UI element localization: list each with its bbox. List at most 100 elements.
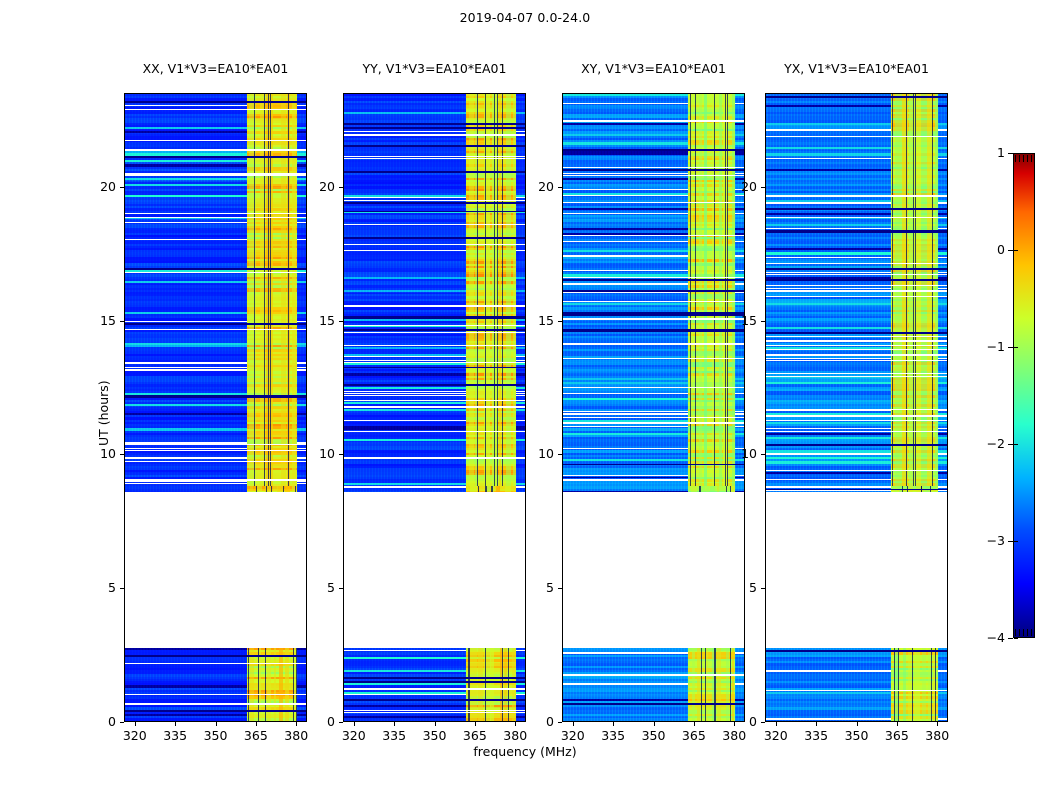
rfi-subband [249, 94, 256, 487]
rfi-scan-row [466, 186, 516, 189]
bright-scan-streak [344, 347, 525, 350]
scan-row [344, 138, 525, 141]
waterfall-panel-xy[interactable] [562, 93, 745, 722]
scan-row [563, 248, 744, 251]
scan-row [766, 245, 947, 249]
flagged-scan [766, 256, 947, 258]
flagged-scan [125, 109, 306, 111]
y-axis-tick [761, 321, 765, 322]
scan-row [344, 179, 525, 183]
flagged-scan [766, 272, 947, 274]
scan-row [563, 366, 744, 370]
rfi-scan-row [466, 443, 516, 447]
scan-row [766, 314, 947, 317]
flagged-scan [344, 694, 525, 696]
scan-row [563, 472, 744, 475]
scan-row [125, 351, 306, 354]
low-amplitude-scan [344, 681, 525, 684]
flagged-scan [344, 419, 525, 421]
rfi-scan-row [466, 307, 516, 310]
scan-row [125, 190, 306, 194]
rfi-scan-row [466, 309, 516, 313]
flagged-scan [344, 243, 525, 245]
scan-row [344, 270, 525, 273]
bright-scan-streak [344, 692, 525, 695]
scan-row [344, 441, 525, 445]
x-axis-tick [857, 722, 858, 726]
scan-row [766, 349, 947, 352]
waterfall-panel-yx[interactable] [765, 93, 948, 722]
scan-row [563, 457, 744, 460]
scan-row [766, 395, 947, 398]
colorbar-tick [1008, 347, 1013, 348]
scan-row [766, 322, 947, 326]
rfi-scan-row [247, 705, 297, 708]
rfi-subband [277, 486, 285, 493]
rfi-scan-row [466, 417, 516, 420]
rfi-scan-row [466, 336, 516, 339]
low-amplitude-scan [563, 314, 744, 317]
scan-row [344, 105, 525, 108]
low-amplitude-scan [125, 413, 306, 415]
waterfall-panel-xx[interactable] [124, 93, 307, 722]
rfi-subband [291, 486, 297, 493]
bright-scan-streak [344, 439, 525, 442]
scan-row [125, 186, 306, 189]
scan-row [563, 470, 744, 473]
colorbar-tick [1008, 638, 1013, 639]
waterfall-panel-yy[interactable] [343, 93, 526, 722]
scan-row [563, 362, 744, 365]
low-amplitude-scan [563, 698, 744, 701]
scan-row [766, 111, 947, 115]
scan-row [125, 107, 306, 110]
x-axis-tick-label: 365 [884, 728, 909, 743]
scan-row [344, 320, 525, 324]
flagged-scan [766, 274, 947, 276]
scan-row [563, 672, 744, 675]
scan-row [344, 223, 525, 227]
rfi-scan-row [247, 676, 297, 680]
rfi-scan-row [466, 353, 516, 357]
rfi-scan-row [688, 654, 735, 658]
scan-row [125, 256, 306, 260]
scan-row [563, 210, 744, 214]
flagged-channel [699, 486, 701, 493]
rfi-subband [504, 486, 511, 493]
flagged-scan [563, 241, 744, 243]
rfi-scan-row [247, 486, 297, 489]
scan-row [766, 175, 947, 178]
scan-row [125, 683, 306, 686]
flagged-scan [344, 391, 525, 392]
scan-row [766, 364, 947, 368]
x-axis-tick [573, 722, 574, 726]
x-axis-tick [897, 722, 898, 726]
scan-row [563, 127, 744, 130]
scan-row [766, 113, 947, 117]
flagged-channel [934, 648, 936, 721]
scan-row [766, 270, 947, 273]
rfi-scan-row [688, 274, 735, 277]
scan-row [344, 333, 525, 337]
scan-row [563, 129, 744, 132]
low-amplitude-scan [344, 171, 525, 173]
x-axis-tick-label: 350 [422, 728, 447, 743]
rfi-scan-row [688, 683, 735, 686]
rfi-scan-row [247, 667, 297, 671]
figure-suptitle: 2019-04-07 0.0-24.0 [459, 10, 591, 25]
rfi-scan-row [688, 294, 735, 297]
rfi-scan-row [688, 360, 735, 363]
scan-row [125, 663, 306, 667]
scan-row [344, 219, 525, 222]
scan-row [766, 366, 947, 370]
scan-row [563, 131, 744, 134]
flagged-channel [490, 486, 492, 493]
scan-row [344, 430, 525, 434]
scan-row [766, 689, 947, 693]
rfi-scan-row [688, 344, 735, 348]
rfi-subband [921, 648, 926, 721]
rfi-scan-row [688, 173, 735, 176]
colorbar[interactable] [1013, 153, 1035, 638]
scan-row [563, 215, 744, 218]
low-amplitude-scan [125, 100, 306, 103]
scan-row [125, 146, 306, 150]
